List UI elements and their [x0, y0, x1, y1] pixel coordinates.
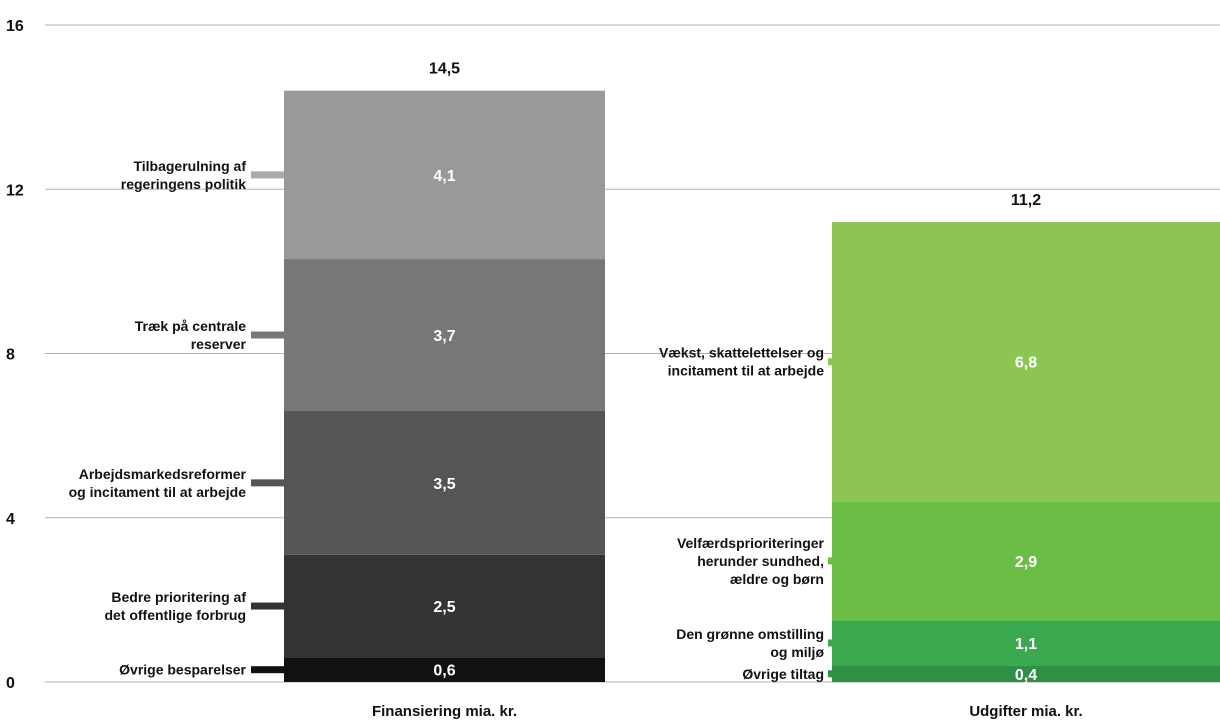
segment-name-label: Velfærdsprioriteringer herunder sundhed, æ…	[677, 535, 825, 587]
segment-name-line: Den grønne omstilling	[676, 626, 824, 642]
bar-total-label: 14,5	[429, 61, 460, 78]
segment-name-label: Vækst, skattelettelser og incitament til …	[659, 345, 824, 379]
segment-value-label: 1,1	[1015, 636, 1037, 653]
bar-segment	[832, 501, 1220, 621]
segment-value-label: 3,5	[433, 476, 455, 493]
segment-value-label: 3,7	[433, 328, 455, 345]
segment-name-line: det offentlige forbrug	[104, 607, 246, 623]
segment-marker	[251, 602, 284, 610]
segment-name-line: Bedre prioritering af	[111, 589, 246, 605]
bar-total-label: 11,2	[1011, 192, 1041, 209]
bar-segment	[832, 620, 1220, 666]
segment-marker	[828, 557, 858, 565]
segment-name-line: reserver	[191, 336, 247, 352]
y-tick-label: 4	[6, 511, 15, 528]
y-tick-label: 8	[6, 347, 15, 364]
category-label: Finansiering mia. kr.	[372, 703, 517, 720]
segment-name-line: Øvrige tiltag	[742, 666, 824, 682]
y-tick-label: 12	[6, 182, 24, 199]
bar-segment	[832, 665, 1220, 682]
segment-name-line: Velfærdsprioriteringer	[677, 535, 825, 551]
segment-value-label: 0,6	[433, 663, 455, 680]
segment-name-label: Den grønne omstilling og miljø	[676, 626, 824, 660]
segment-marker	[828, 670, 858, 678]
segment-marker	[828, 358, 858, 366]
y-tick-label: 16	[6, 18, 24, 35]
segment-value-label: 0,4	[1015, 667, 1037, 684]
bar-segment	[284, 259, 605, 411]
segment-marker	[828, 639, 858, 647]
bar-segment	[284, 410, 605, 555]
segment-name-line: Træk på centrale	[135, 318, 246, 334]
category-label: Udgifter mia. kr.	[969, 703, 1082, 720]
segment-name-label: Øvrige tiltag	[742, 666, 824, 682]
segment-name-line: Arbejdsmarkedsreformer	[79, 466, 247, 482]
y-tick-label: 0	[6, 675, 15, 692]
segment-name-line: Tilbagerulning af	[133, 158, 246, 174]
bar-segment	[284, 90, 605, 260]
segment-value-label: 2,9	[1015, 554, 1037, 571]
segment-name-line: Øvrige besparelser	[119, 662, 246, 678]
segment-name-label: Bedre prioritering af det offentlige forb…	[104, 589, 246, 623]
segment-name-line: og incitament til at arbejde	[69, 484, 247, 500]
segment-name-line: incitament til at arbejde	[668, 363, 825, 379]
segment-marker	[251, 479, 284, 487]
segment-name-line: regeringens politik	[121, 176, 246, 192]
segment-value-label: 2,5	[433, 599, 455, 616]
bar-segment	[832, 222, 1220, 502]
segment-marker	[251, 666, 284, 674]
segment-name-label: Arbejdsmarkedsreformer og incitament til …	[69, 466, 247, 500]
segment-marker	[251, 331, 284, 339]
segment-name-line: herunder sundhed,	[697, 553, 824, 569]
segment-marker	[251, 171, 284, 179]
segment-name-label: Træk på centrale reserver	[135, 318, 247, 352]
bar-segment	[284, 554, 605, 658]
bar-segment	[284, 657, 605, 682]
segment-name-label: Øvrige besparelser	[119, 662, 246, 678]
segment-name-line: Vækst, skattelettelser og	[659, 345, 824, 361]
segment-name-line: ældre og børn	[730, 571, 824, 587]
segment-name-line: og miljø	[770, 644, 824, 660]
segment-value-label: 4,1	[433, 168, 455, 185]
segment-name-label: Tilbagerulning af regeringens politik	[121, 158, 247, 192]
segment-value-label: 6,8	[1015, 355, 1037, 372]
